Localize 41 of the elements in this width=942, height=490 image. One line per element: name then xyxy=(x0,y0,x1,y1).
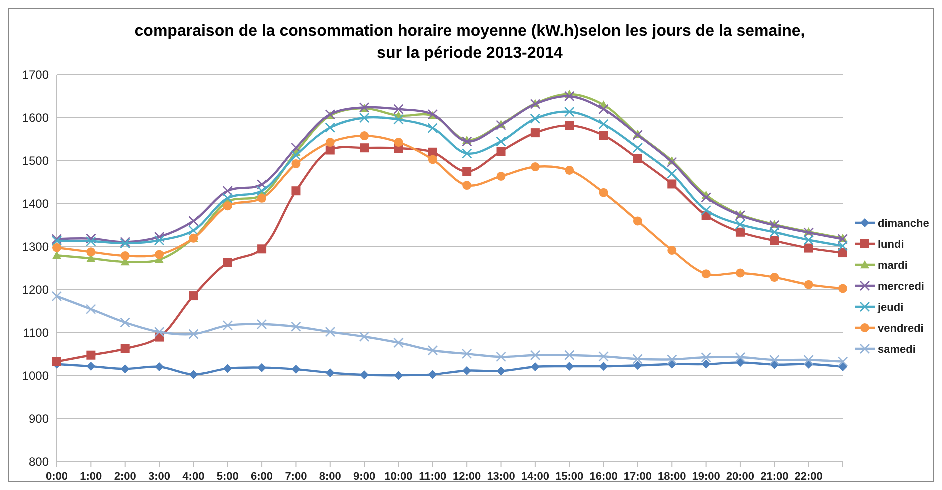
x-tick-label: 3:00 xyxy=(148,471,171,483)
x-tick-label: 13:00 xyxy=(487,471,516,483)
y-tick-label: 1600 xyxy=(22,111,50,126)
x-tick-label: 11:00 xyxy=(419,471,447,483)
x-tick-label: 10:00 xyxy=(384,471,413,483)
x-tick-label: 20:00 xyxy=(726,471,755,483)
legend-label: mercredi xyxy=(878,280,924,293)
y-tick-label: 1700 xyxy=(22,68,50,82)
x-tick-label: 19:00 xyxy=(692,471,720,483)
x-tick-label: 21:00 xyxy=(760,471,789,483)
x-tick-label: 15:00 xyxy=(556,471,584,483)
x-tick-label: 12:00 xyxy=(453,471,482,483)
x-tick-label: 16:00 xyxy=(590,471,618,483)
x-tick-label: 4:00 xyxy=(182,471,205,483)
y-tick-label: 1400 xyxy=(22,197,50,212)
y-tick-label: 1000 xyxy=(22,369,50,384)
x-tick-label: 9:00 xyxy=(354,471,376,483)
x-tick-label: 7:00 xyxy=(285,471,308,483)
legend-label: vendredi xyxy=(878,322,924,335)
x-tick-label: 0:00 xyxy=(46,471,68,483)
y-tick-label: 800 xyxy=(28,455,50,470)
y-tick-label: 1300 xyxy=(22,240,50,254)
y-tick-label: 1500 xyxy=(22,154,50,168)
y-tick-label: 1100 xyxy=(23,326,50,340)
legend-label: dimanche xyxy=(878,218,930,230)
x-tick-label: 6:00 xyxy=(251,471,274,483)
legend-label: jeudi xyxy=(877,302,904,314)
legend-label: samedi xyxy=(878,344,916,356)
x-tick-label: 8:00 xyxy=(319,471,342,483)
x-tick-label: 5:00 xyxy=(216,471,239,483)
chart-title: comparaison de la consommation horaire moyenne (kW.h)selon les jours de la semaine, sur la période 2013-2014 xyxy=(134,23,806,62)
x-tick-label: 17:00 xyxy=(624,471,652,483)
x-tick-label: 18:00 xyxy=(658,471,686,483)
legend-label: mardi xyxy=(878,260,908,272)
y-tick-label: 900 xyxy=(28,412,50,426)
y-tick-label: 1200 xyxy=(22,283,50,298)
x-tick-label: 22:00 xyxy=(794,471,823,483)
x-tick-label: 1:00 xyxy=(80,471,102,483)
x-tick-label: 2:00 xyxy=(114,471,136,483)
legend-label: lundi xyxy=(878,238,904,251)
x-tick-label: 14:00 xyxy=(521,471,550,483)
